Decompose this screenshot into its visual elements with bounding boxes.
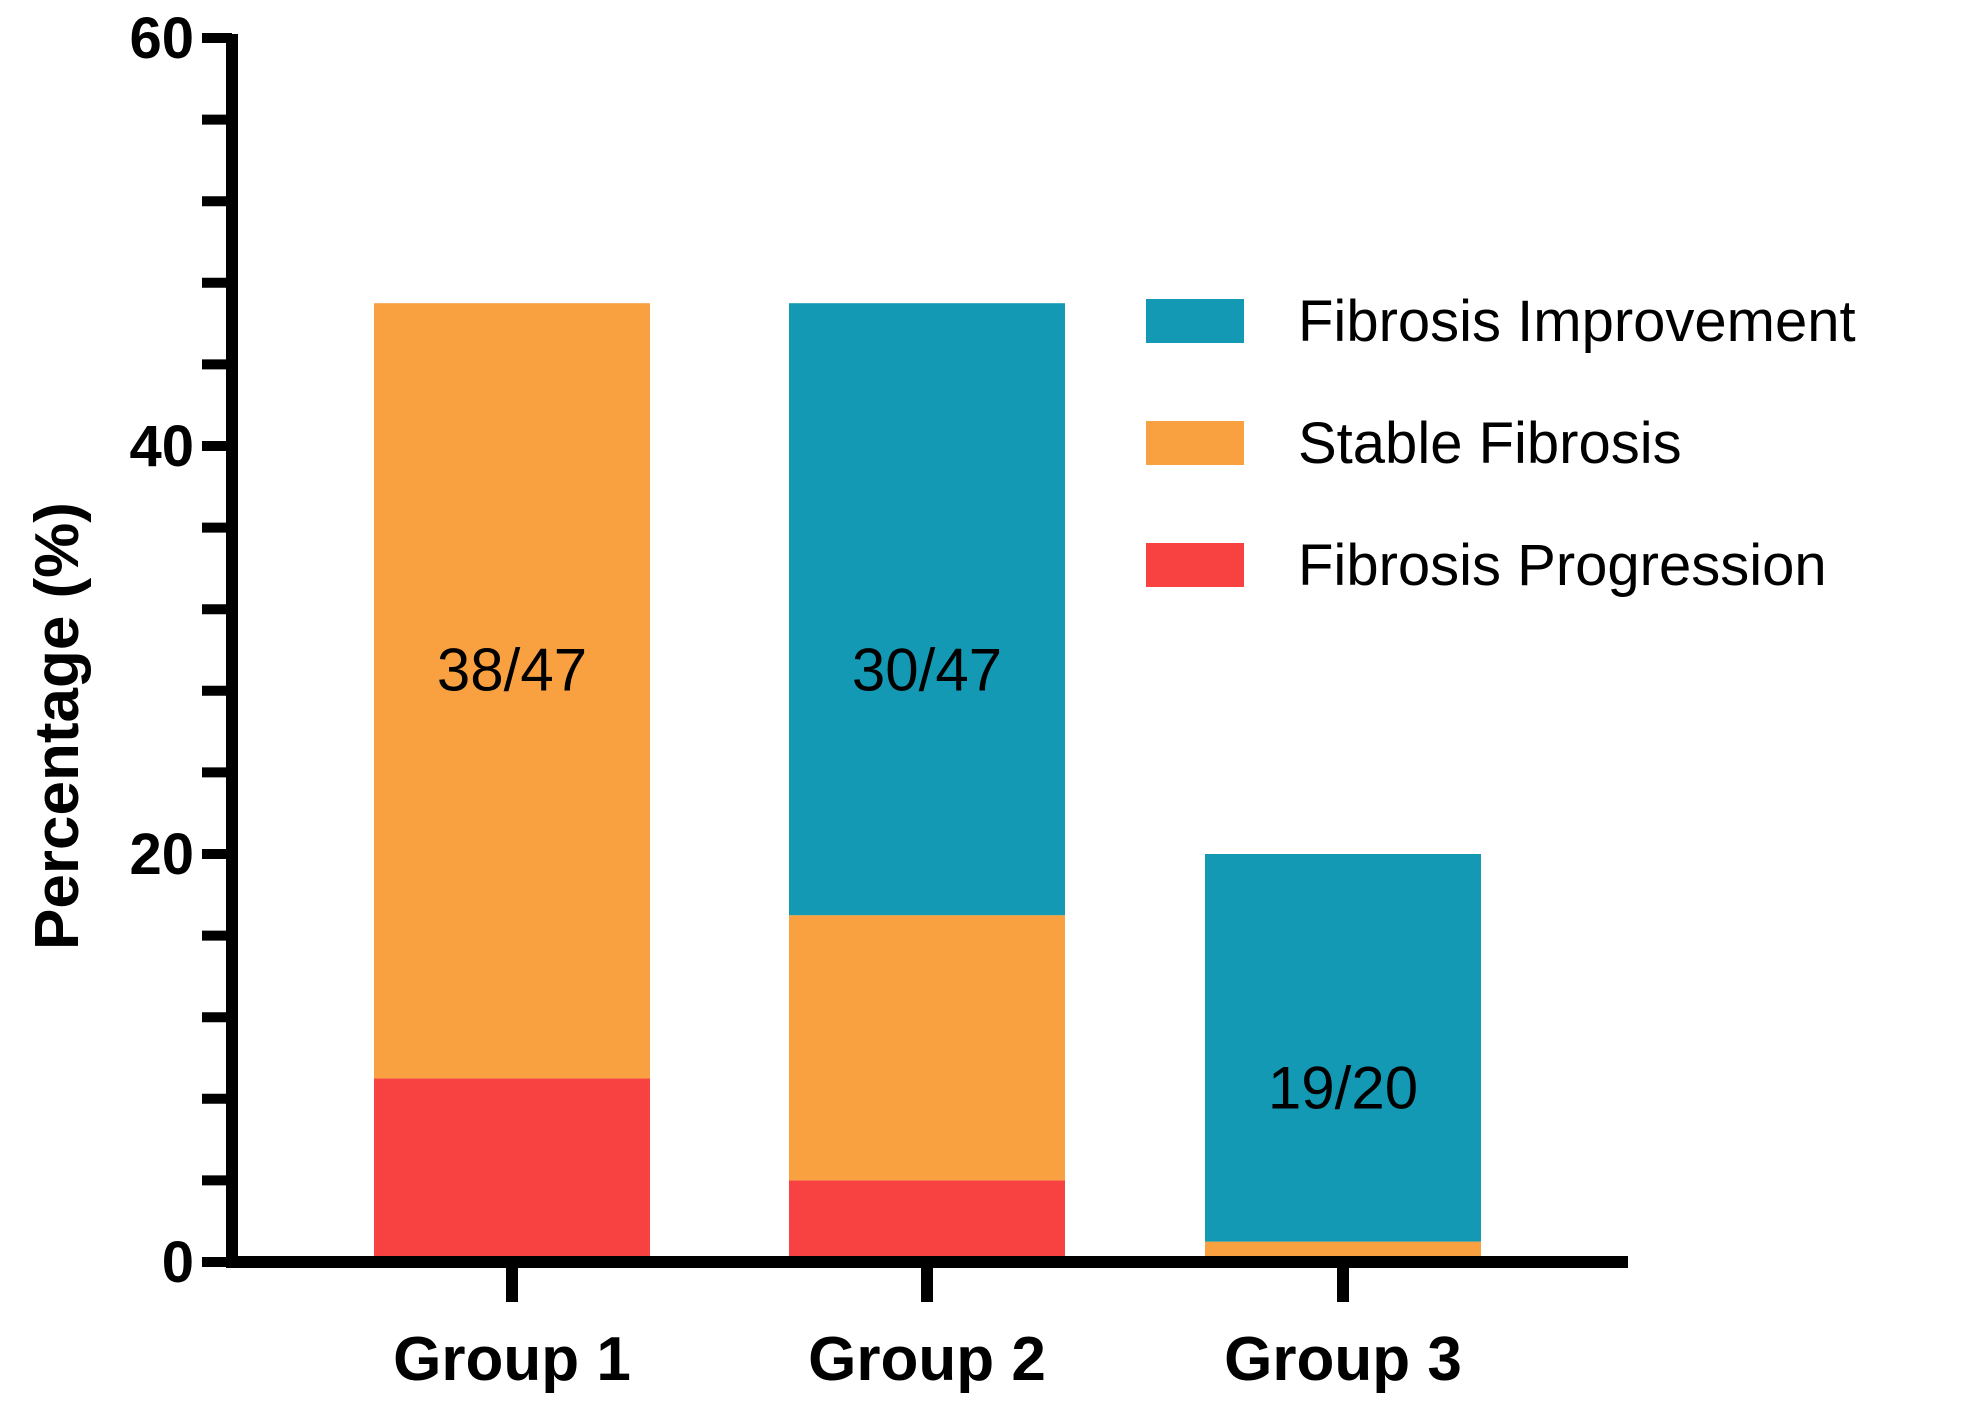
legend-swatch-fibrosis-improvement	[1146, 299, 1244, 343]
legend-swatch-stable-fibrosis	[1146, 421, 1244, 465]
y-tick-label: 0	[162, 1230, 194, 1295]
y-tick-label: 40	[129, 414, 194, 479]
data-label-2: 30/47	[852, 636, 1002, 703]
data-label-1: 38/47	[437, 636, 587, 703]
legend-label-fibrosis-progression: Fibrosis Progression	[1298, 533, 1827, 598]
x-tick-label-2: Group 2	[808, 1325, 1046, 1394]
bar-segment-fibrosis-progression-2	[789, 1180, 1065, 1262]
y-axis-title: Percentage (%)	[23, 502, 92, 950]
bar-segment-fibrosis-progression-1	[374, 1078, 650, 1262]
bars-layer	[374, 303, 1481, 1262]
bar-segment-stable-fibrosis-2	[789, 915, 1065, 1181]
data-labels-layer: 38/47 30/47 19/20	[437, 636, 1418, 1121]
x-tick-label-1: Group 1	[393, 1325, 631, 1394]
bar-segment-stable-fibrosis-1	[374, 303, 650, 1079]
legend-label-fibrosis-improvement: Fibrosis Improvement	[1298, 289, 1856, 354]
bar-segment-fibrosis-improvement-3	[1205, 854, 1481, 1242]
data-label-3: 19/20	[1268, 1055, 1418, 1122]
axes-layer: 0 20 40 60 Group 1 Group 2 Group 3	[129, 6, 1628, 1394]
y-tick-label: 20	[129, 822, 194, 887]
y-tick-label: 60	[129, 6, 194, 71]
legend: Fibrosis Improvement Stable Fibrosis Fibro…	[1146, 289, 1856, 598]
legend-label-stable-fibrosis: Stable Fibrosis	[1298, 411, 1682, 476]
legend-swatch-fibrosis-progression	[1146, 543, 1244, 587]
bar-segment-fibrosis-improvement-2	[789, 303, 1065, 916]
x-tick-label-3: Group 3	[1224, 1325, 1462, 1394]
